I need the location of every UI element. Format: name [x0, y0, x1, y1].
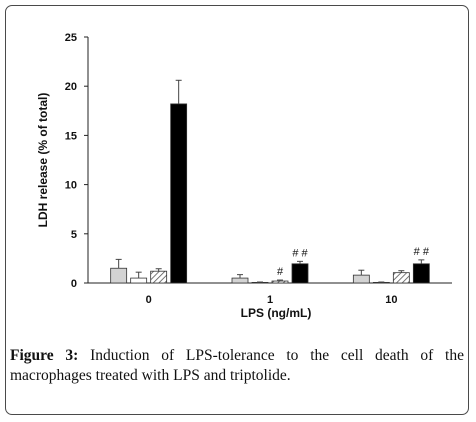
bar-s3-c2	[412, 263, 430, 284]
significance-mark-s3-c2: # #	[414, 246, 430, 258]
chart-axes	[84, 36, 452, 284]
y-tick-label-3: 15	[65, 130, 77, 142]
bar-s2-c0	[150, 270, 168, 284]
bar-s2-c1	[271, 280, 289, 284]
significance-mark-s3-c1: # #	[292, 247, 308, 259]
bar-s0-c2	[352, 274, 370, 284]
bar-s0-c1	[231, 277, 249, 284]
y-tick-label-4: 20	[65, 81, 77, 93]
figure-caption: Figure 3: Induction of LPS-tolerance to …	[10, 346, 464, 386]
bar-s3-c0	[170, 103, 188, 284]
bar-s0-c0	[110, 267, 128, 284]
y-tick-label-2: 10	[65, 180, 77, 192]
caption-text: Induction of LPS-tolerance to the cell d…	[10, 347, 464, 384]
y-tick-label-1: 5	[71, 229, 77, 241]
y-axis-title: LDH release (% of total)	[36, 93, 50, 228]
bar-s2-c2	[392, 272, 410, 284]
bar-s1-c0	[130, 277, 148, 284]
chart-bars	[110, 79, 430, 284]
figure-frame	[5, 5, 469, 415]
caption-label: Figure 3:	[10, 347, 79, 364]
y-tick-label-5: 25	[65, 32, 77, 44]
x-tick-label-2: 10	[385, 294, 397, 306]
bar-s3-c1	[291, 263, 309, 284]
y-tick-label-0: 0	[71, 278, 77, 290]
significance-mark-s2-c1: #	[277, 266, 284, 278]
x-tick-label-1: 1	[267, 294, 273, 306]
x-tick-label-0: 0	[146, 294, 152, 306]
x-axis-title: LPS (ng/mL)	[241, 306, 312, 320]
